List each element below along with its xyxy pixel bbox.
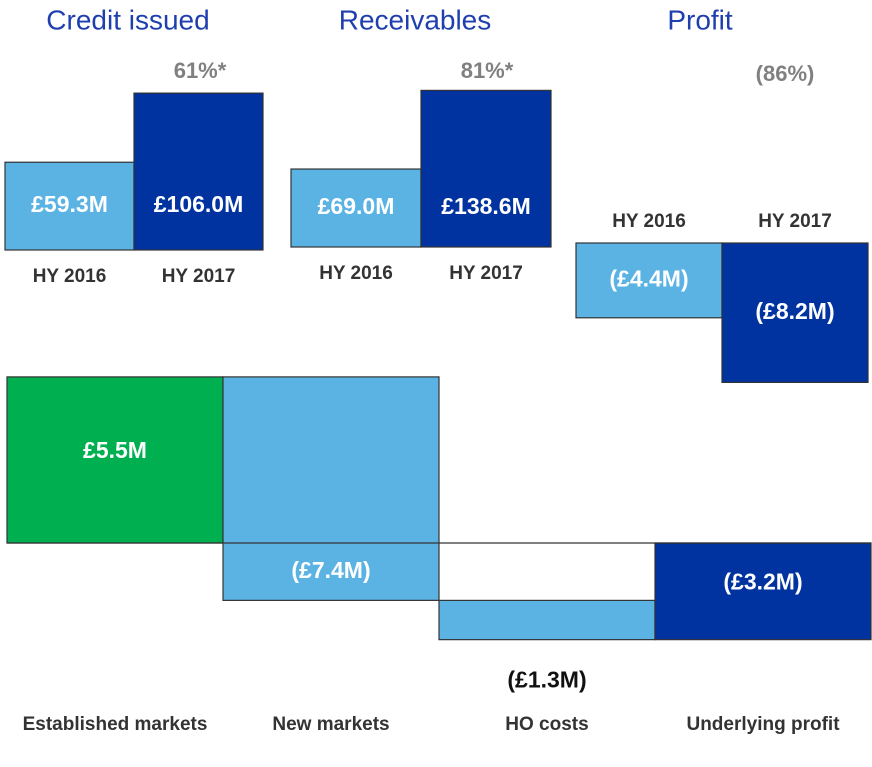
chart-title: Receivables <box>339 4 492 35</box>
value-label: £5.5M <box>83 437 147 463</box>
value-label: £138.6M <box>441 193 531 219</box>
value-label: £69.0M <box>318 193 395 219</box>
category-label: HY 2016 <box>612 211 686 232</box>
category-label: HY 2017 <box>758 211 832 232</box>
bar <box>438 599 656 641</box>
annotation: 81%* <box>461 58 514 83</box>
bar <box>222 376 440 601</box>
category-label: Underlying profit <box>686 714 840 735</box>
bar <box>721 242 869 383</box>
value-label: £59.3M <box>31 191 108 217</box>
bar <box>290 168 422 248</box>
annotation: (86%) <box>756 61 815 86</box>
chart-title: Credit issued <box>46 4 209 35</box>
chart-title: Profit <box>667 4 733 35</box>
value-label: (£3.2M) <box>723 568 802 594</box>
bar <box>654 542 872 641</box>
bar <box>420 89 552 248</box>
bar <box>4 161 135 251</box>
value-label: (£4.4M) <box>609 265 688 291</box>
value-label: (£1.3M) <box>507 667 586 693</box>
category-label: Established markets <box>23 714 208 735</box>
value-label: £106.0M <box>154 191 244 217</box>
value-label: (£7.4M) <box>291 557 370 583</box>
category-label: HY 2017 <box>162 266 236 287</box>
category-label: HY 2016 <box>33 266 107 287</box>
bar <box>133 92 264 251</box>
category-label: HO costs <box>505 714 588 735</box>
category-label: HY 2017 <box>449 263 523 284</box>
category-label: New markets <box>272 714 389 735</box>
bar <box>575 242 723 319</box>
bar <box>6 376 224 544</box>
category-label: HY 2016 <box>319 263 393 284</box>
value-label: (£8.2M) <box>755 298 834 324</box>
annotation: 61%* <box>174 58 227 83</box>
